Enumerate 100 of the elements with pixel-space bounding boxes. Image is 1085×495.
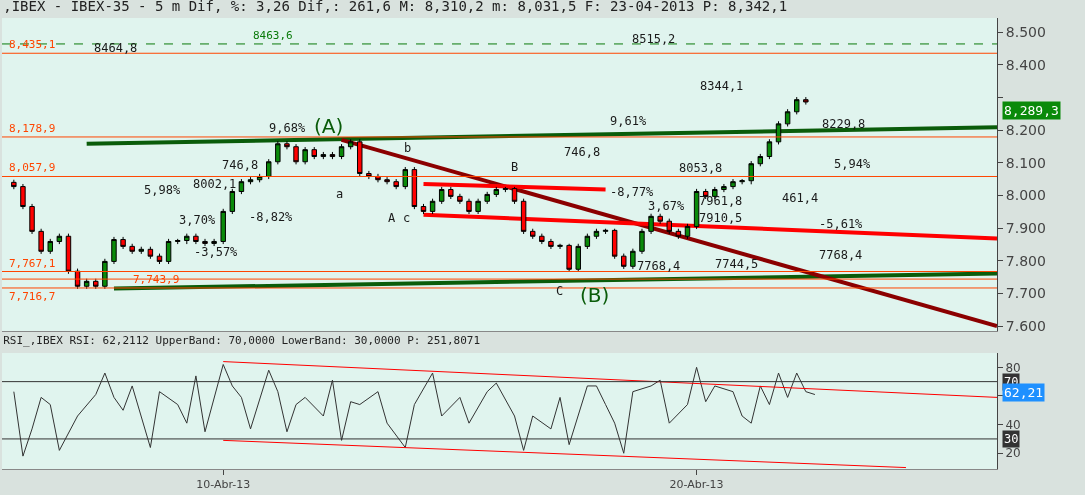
candlestick — [429, 198, 436, 215]
annotation: -8,77% — [610, 185, 655, 199]
chart-title: RSI_,IBEX RSI: 62,2112 UpperBand: 70,0000 LowerBand: 30,0000 P: 251,8071 — [3, 333, 481, 347]
annotation: 7768,4 — [819, 248, 863, 262]
annotation: 7961,8 — [699, 194, 743, 208]
candlestick — [174, 238, 181, 245]
annotation: 8002,1 — [193, 177, 237, 191]
candlestick — [384, 176, 390, 185]
annotation: 9,61% — [610, 114, 647, 128]
candlestick — [803, 96, 809, 106]
candlestick — [748, 160, 754, 185]
annotation: 3,70% — [179, 213, 216, 227]
candlestick — [193, 233, 199, 245]
candlestick — [666, 218, 673, 235]
annotation: 8344,1 — [700, 79, 744, 93]
candlestick — [757, 153, 764, 167]
annotation: -5,61% — [819, 217, 864, 231]
y-tick-label: 8.500 — [1005, 23, 1046, 40]
y-tick-label: 7.900 — [1005, 219, 1046, 236]
candlestick — [338, 143, 345, 160]
annotation: 746,8 — [222, 158, 259, 172]
candlestick — [475, 198, 481, 215]
candlestick — [484, 191, 490, 205]
y-tick-label: 7.600 — [1005, 318, 1046, 334]
y-tick-label: 7.700 — [1005, 285, 1046, 302]
text: 62,21 — [1004, 385, 1044, 400]
ref-line-label: 7,716,7 — [9, 290, 56, 303]
candlestick — [557, 243, 563, 250]
candlestick — [11, 179, 17, 190]
chart-title: ‚IBEX - IBEX-35 - 5 m Dif, %: 3,26 Dif,: 261,6 M: 8,310,2 m: 8,031,5 F: 23-04-2013 P: 8,342,1 — [3, 0, 788, 15]
candlestick — [611, 228, 618, 260]
candlestick — [438, 186, 445, 205]
candlestick — [502, 186, 509, 193]
annotation: C — [556, 284, 564, 298]
annotation: 7768,4 — [637, 259, 681, 273]
ref-line-label: 8,178,9 — [9, 122, 56, 135]
candlestick — [320, 151, 327, 160]
candlestick — [566, 243, 572, 273]
ref-line-label: 8,435,1 — [9, 38, 56, 51]
annotation: 3,67% — [648, 199, 685, 213]
candlestick — [138, 246, 145, 255]
candlestick — [739, 178, 745, 185]
candlestick — [766, 138, 773, 160]
candlestick — [675, 228, 682, 240]
candlestick — [147, 246, 154, 260]
candlestick — [184, 233, 190, 245]
candlestick — [684, 223, 691, 240]
annotation: (B) — [580, 283, 610, 307]
candlestick — [229, 188, 236, 215]
candlestick — [784, 108, 791, 127]
candlestick — [20, 183, 26, 210]
x-tick-label: 10-Abr-13 — [196, 478, 251, 492]
candlestick — [29, 203, 35, 235]
candlestick — [165, 238, 172, 265]
candlestick — [247, 176, 254, 185]
annotation: 8464,8 — [94, 41, 138, 55]
candlestick — [402, 166, 409, 190]
annotation: 8515,2 — [632, 32, 676, 46]
candlestick — [639, 228, 645, 255]
annotation: A — [388, 211, 396, 225]
annotation: 7910,5 — [699, 211, 743, 225]
candlestick — [530, 228, 536, 240]
candlestick — [284, 140, 290, 150]
candlestick — [721, 183, 727, 193]
annotation: -8,82% — [249, 210, 294, 224]
annotation: 7744,5 — [715, 257, 759, 271]
candlestick — [593, 228, 600, 240]
y-tick-label: 7.800 — [1005, 252, 1046, 269]
candlestick — [83, 278, 90, 290]
annotation: B — [511, 160, 519, 174]
y-tick-label: 8.100 — [1005, 154, 1046, 171]
candlestick — [311, 146, 317, 160]
annotation: (A) — [314, 114, 344, 138]
candlestick — [211, 238, 217, 247]
candlestick — [47, 238, 53, 255]
candlestick — [220, 208, 226, 245]
candlestick — [120, 236, 126, 250]
candlestick — [630, 248, 636, 270]
annotation: 8053,8 — [679, 161, 723, 175]
y-tick-label: 8.400 — [1005, 56, 1046, 73]
candlestick — [648, 213, 654, 235]
candlestick — [457, 193, 463, 205]
candlestick — [539, 233, 545, 245]
candlestick — [302, 146, 308, 165]
candlestick — [347, 138, 354, 150]
candlestick — [393, 178, 399, 190]
annotation: b — [404, 141, 412, 155]
y-tick-label: 20 — [1005, 446, 1021, 461]
candlestick — [730, 178, 736, 190]
ref-line-label: 7,767,1 — [9, 257, 56, 270]
ref-line-label: 8463,6 — [253, 29, 293, 42]
annotation: a — [336, 187, 344, 201]
candlestick — [56, 233, 63, 245]
x-tick-label: 20-Abr-13 — [669, 478, 724, 492]
candlestick — [602, 228, 609, 235]
candlestick — [266, 158, 272, 180]
annotation: 5,98% — [144, 183, 181, 197]
text: 8,289,3 — [1004, 103, 1059, 118]
annotation: 9,68% — [269, 121, 306, 135]
candlestick — [794, 96, 800, 115]
